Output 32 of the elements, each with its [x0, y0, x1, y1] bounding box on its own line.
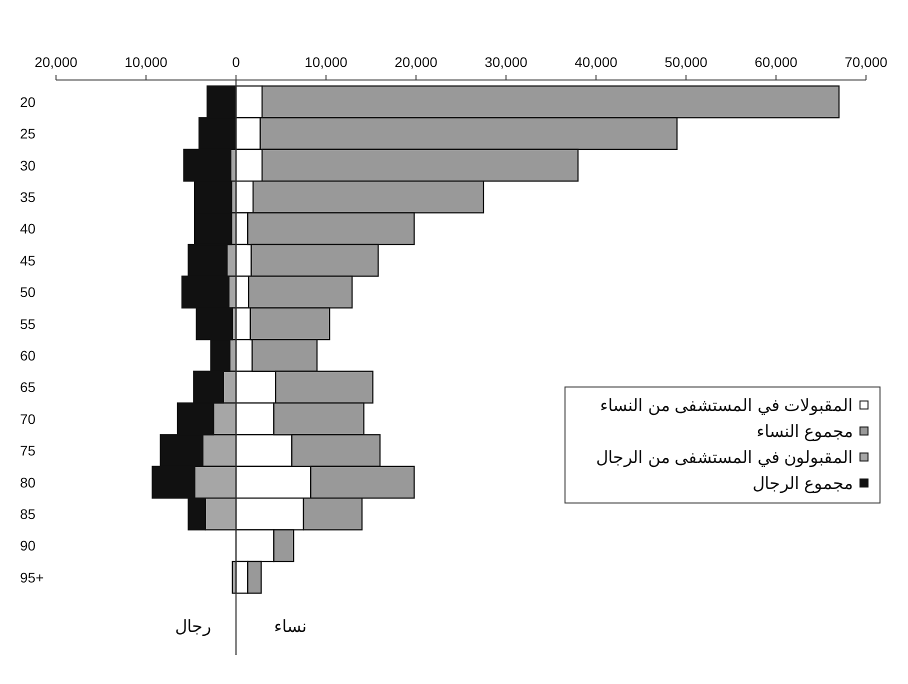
x-tick-label: 60,000 [754, 54, 798, 70]
y-tick-label: 50 [20, 284, 36, 300]
y-tick-label: 85 [20, 506, 36, 522]
legend-label: مجموع الرجال [752, 474, 853, 494]
y-tick-label: 60 [20, 347, 36, 364]
y-tick-label: 70 [20, 410, 36, 427]
y-tick-label: 20 [20, 94, 36, 110]
y-tick-label: 30 [20, 157, 36, 174]
y-tick-label: 40 [20, 220, 36, 237]
y-tick-label: 45 [20, 252, 36, 268]
x-tick-label: 10,000 [124, 54, 168, 70]
y-tick-label: 25 [20, 126, 36, 142]
x-tick-label: 40,000 [574, 54, 618, 70]
x-tick-label: 10,000 [304, 54, 348, 70]
y-tick-label: 55 [20, 316, 36, 332]
x-tick-label: 50,000 [664, 54, 708, 70]
x-tick-label: 20,000 [34, 54, 78, 70]
x-tick-label: 0 [232, 54, 240, 70]
x-tick-label: 20,000 [394, 54, 438, 70]
legend-label: المقبولون في المستشفى من الرجال [596, 448, 853, 468]
legend-label: المقبولات في المستشفى من النساء [600, 396, 853, 416]
y-tick-label: 90 [20, 538, 36, 554]
text: رجال [175, 617, 211, 637]
legend-label: مجموع النساء [756, 422, 853, 442]
y-tick-label: 75 [20, 442, 36, 459]
x-tick-label: 70,000 [844, 54, 888, 70]
y-tick-label: 65 [20, 379, 36, 396]
y-tick-label: 35 [20, 188, 36, 205]
y-tick-label: 95+ [20, 569, 44, 586]
y-tick-label: 80 [20, 474, 36, 490]
x-tick-label: 30,000 [484, 54, 528, 70]
text: نساء [274, 617, 307, 636]
